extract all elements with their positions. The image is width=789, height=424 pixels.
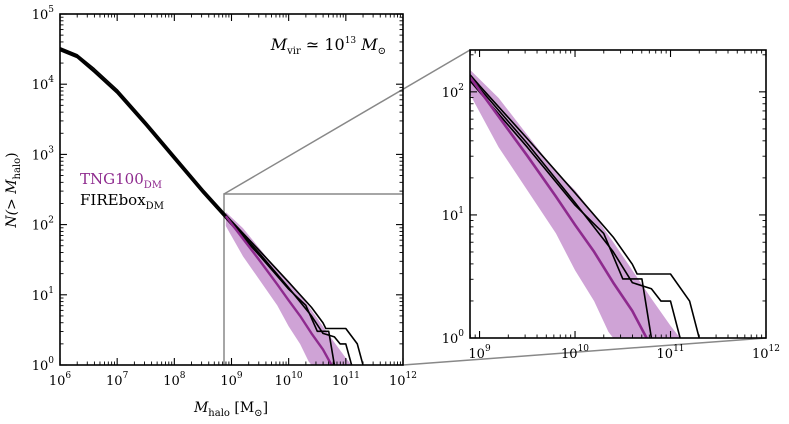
main-x-tick-label: 107 [106, 371, 129, 389]
connector-top [223, 49, 471, 195]
main-y-tick-label: 104 [32, 75, 55, 93]
main-y-tick-label: 100 [32, 356, 55, 374]
inset-series-line-firebox-1 [470, 73, 700, 338]
zoom-connectors [223, 49, 767, 366]
main-series-group [60, 46, 364, 365]
inset-x-tick-label: 1010 [561, 344, 589, 362]
legend-tng100: TNG100DM [80, 170, 162, 191]
main-x-tick-label: 109 [220, 371, 243, 389]
main-y-tick-label: 101 [32, 286, 54, 304]
main-panel: 106 107 108 109 1010 1011 1012 100 101 102 103 104 1… [4, 5, 417, 419]
inset-ticks: 109 1010 1011 1012 100 101 102 [442, 50, 780, 362]
main-y-tick-label: 102 [32, 216, 54, 234]
main-y-tick-label: 105 [32, 5, 55, 23]
main-x-tick-label: 1010 [275, 371, 303, 389]
main-x-tick-label: 1012 [389, 371, 417, 389]
main-x-tick-label: 106 [49, 371, 72, 389]
inset-panel: 109 1010 1011 1012 100 101 102 [442, 49, 780, 362]
inset-y-tick-label: 102 [442, 83, 464, 101]
main-series-line-tng100-median [224, 215, 333, 365]
main-series-line-firebox-3 [60, 49, 336, 365]
inset-series-line-tng100-median [470, 76, 648, 338]
inset-x-tick-label: 109 [468, 344, 491, 362]
inset-series-line-firebox-2 [470, 76, 681, 338]
connector-bottom [402, 337, 767, 366]
main-ticks: 106 107 108 109 1010 1011 1012 100 101 102 103 104 1… [32, 5, 417, 389]
inset-x-tick-label: 1012 [752, 344, 780, 362]
main-x-tick-label: 1011 [332, 371, 360, 389]
main-x-tick-label: 108 [163, 371, 186, 389]
main-y-tick-label: 103 [32, 145, 55, 163]
inset-y-tick-label: 101 [442, 206, 464, 224]
y-axis-label: N(> Mhalo) [4, 152, 23, 228]
inset-series-line-firebox-3 [470, 79, 653, 338]
main-series-line-firebox-1 [60, 46, 364, 365]
main-series-line-firebox-2 [60, 48, 353, 365]
x-axis-label: Mhalo [M⊙] [193, 400, 268, 419]
inset-series-group [470, 73, 700, 338]
inset-axes-frame [469, 49, 767, 339]
inset-y-tick-label: 100 [442, 329, 465, 347]
legend-firebox: FIREboxDM [80, 191, 164, 212]
mvir-annotation: Mvir ≃ 1013 M⊙ [270, 35, 386, 57]
inset-x-tick-label: 1011 [657, 344, 685, 362]
